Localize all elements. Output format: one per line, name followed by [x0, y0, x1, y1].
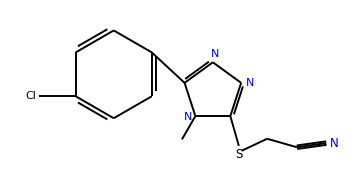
Text: Cl: Cl [25, 91, 36, 101]
Text: N: N [211, 50, 219, 59]
Text: S: S [235, 148, 243, 161]
Text: N: N [246, 78, 254, 88]
Text: N: N [330, 137, 338, 150]
Text: N: N [184, 112, 192, 122]
